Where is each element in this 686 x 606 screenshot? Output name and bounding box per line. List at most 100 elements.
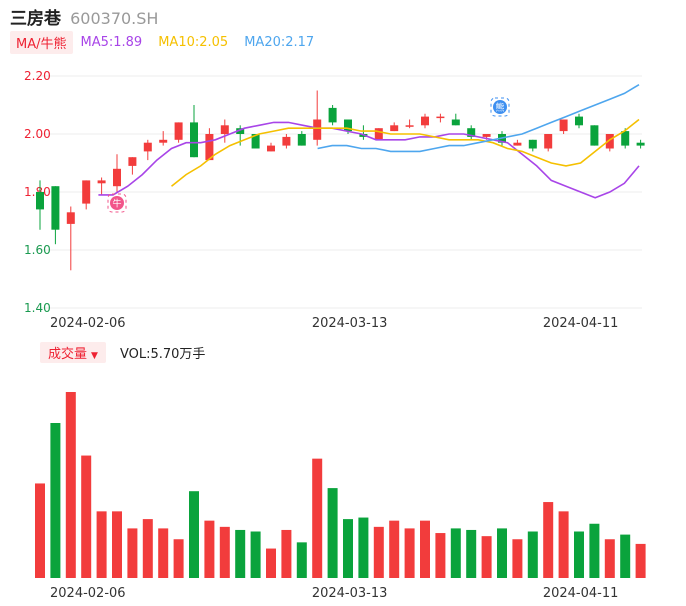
volume-bar <box>312 458 323 578</box>
badge-frame <box>107 193 127 213</box>
candle-body <box>236 128 245 134</box>
volume-bar <box>204 520 215 578</box>
bull-badge-icon: 牛 <box>107 193 127 213</box>
volume-bar <box>558 511 569 578</box>
volume-bar <box>373 526 384 578</box>
y-tick-label: 2.20 <box>24 69 51 83</box>
candle-body <box>159 139 168 143</box>
volume-bar <box>35 483 45 578</box>
ma10-legend: MA10:2.05 <box>158 34 229 50</box>
volume-bar <box>327 488 338 578</box>
badge-dot <box>110 196 124 210</box>
candle-body <box>544 134 553 149</box>
candle-body <box>282 136 291 146</box>
volume-bar <box>65 392 76 578</box>
volume-bar <box>404 528 415 578</box>
ma5-line <box>98 121 640 199</box>
volume-bar <box>527 531 538 578</box>
volume-tag-label: 成交量 <box>48 346 88 362</box>
candle-body <box>66 212 75 224</box>
candle-body <box>436 116 445 119</box>
candle-body <box>36 192 44 210</box>
candle-body <box>251 134 260 149</box>
candle-body <box>97 180 106 184</box>
badge-dot <box>493 100 507 114</box>
volume-bar <box>450 528 461 578</box>
volume-bar <box>250 531 261 578</box>
candle-body <box>390 125 399 132</box>
candle-body <box>128 157 137 166</box>
volume-bar <box>81 455 92 578</box>
candle-body <box>344 119 352 132</box>
candle-body <box>113 168 121 187</box>
candle-body <box>605 134 614 149</box>
candle-body <box>421 116 429 126</box>
volume-bar <box>589 523 600 578</box>
volume-indicator-selector[interactable]: 成交量 ▼ <box>40 341 106 363</box>
volume-bar <box>281 529 292 578</box>
x-tick-label: 2024-02-06 <box>50 316 126 331</box>
volume-bar <box>604 539 615 578</box>
candle-body <box>374 128 383 140</box>
candle-body <box>328 107 337 123</box>
ma20-line <box>317 84 640 153</box>
volume-bar <box>358 517 369 578</box>
volume-bar <box>158 528 169 578</box>
badge-label: 熊 <box>495 102 504 114</box>
volume-bar <box>420 520 430 578</box>
volume-bar <box>173 539 184 578</box>
candle-body <box>451 119 460 126</box>
stock-header: 三房巷 600370.SH <box>10 4 158 30</box>
candle-body <box>467 128 476 137</box>
candle-body <box>590 125 599 146</box>
candle-body <box>205 134 214 161</box>
candle-body <box>559 119 568 132</box>
caret-down-icon: ▼ <box>91 350 98 361</box>
ma20-legend: MA20:2.17 <box>244 34 315 50</box>
badge-label: 牛 <box>112 198 121 210</box>
candle-body <box>220 125 229 134</box>
volume-bar <box>512 539 523 578</box>
bear-badge-icon: 熊 <box>490 97 510 117</box>
candle-body <box>267 145 275 152</box>
y-tick-label: 1.40 <box>24 301 51 315</box>
volume-bar <box>266 548 276 578</box>
x-tick-label: 2024-03-13 <box>312 316 388 331</box>
ma5-legend: MA5:1.89 <box>80 34 143 50</box>
candle-body <box>405 125 414 127</box>
ma10-line <box>171 118 640 187</box>
ma-legend: MA/牛熊 MA5:1.89 MA10:2.05 MA20:2.17 <box>10 30 330 54</box>
candle-body <box>621 131 630 146</box>
volume-bar <box>50 423 61 578</box>
x-tick-label: 2024-04-11 <box>543 316 619 331</box>
volume-bar <box>574 531 584 578</box>
stock-code: 600370.SH <box>70 9 159 28</box>
volume-bar <box>142 519 153 578</box>
x-tick-label: 2024-04-11 <box>543 586 619 601</box>
candle-body <box>575 116 583 126</box>
y-tick-label: 2.00 <box>24 127 51 141</box>
volume-bar <box>481 536 492 578</box>
candle-body <box>636 142 645 146</box>
candle-body <box>313 119 322 140</box>
volume-bar <box>219 526 230 578</box>
x-tick-label: 2024-02-06 <box>50 586 126 601</box>
volume-bar <box>497 528 507 578</box>
ma-indicator-selector[interactable]: MA/牛熊 <box>10 30 73 54</box>
candle-body <box>190 122 198 158</box>
stock-name: 三房巷 <box>10 9 61 29</box>
candle-body <box>482 134 491 137</box>
volume-bar <box>466 529 477 578</box>
x-tick-label: 2024-03-13 <box>312 586 388 601</box>
candle-body <box>51 186 60 230</box>
y-tick-label: 1.60 <box>24 243 51 257</box>
candle-body <box>82 180 91 204</box>
volume-bar <box>189 491 199 578</box>
volume-bar <box>620 534 631 578</box>
volume-bar <box>112 511 122 578</box>
volume-bar <box>435 533 446 578</box>
candle-body <box>297 134 306 146</box>
volume-bar <box>343 519 353 578</box>
badge-frame <box>490 97 510 117</box>
